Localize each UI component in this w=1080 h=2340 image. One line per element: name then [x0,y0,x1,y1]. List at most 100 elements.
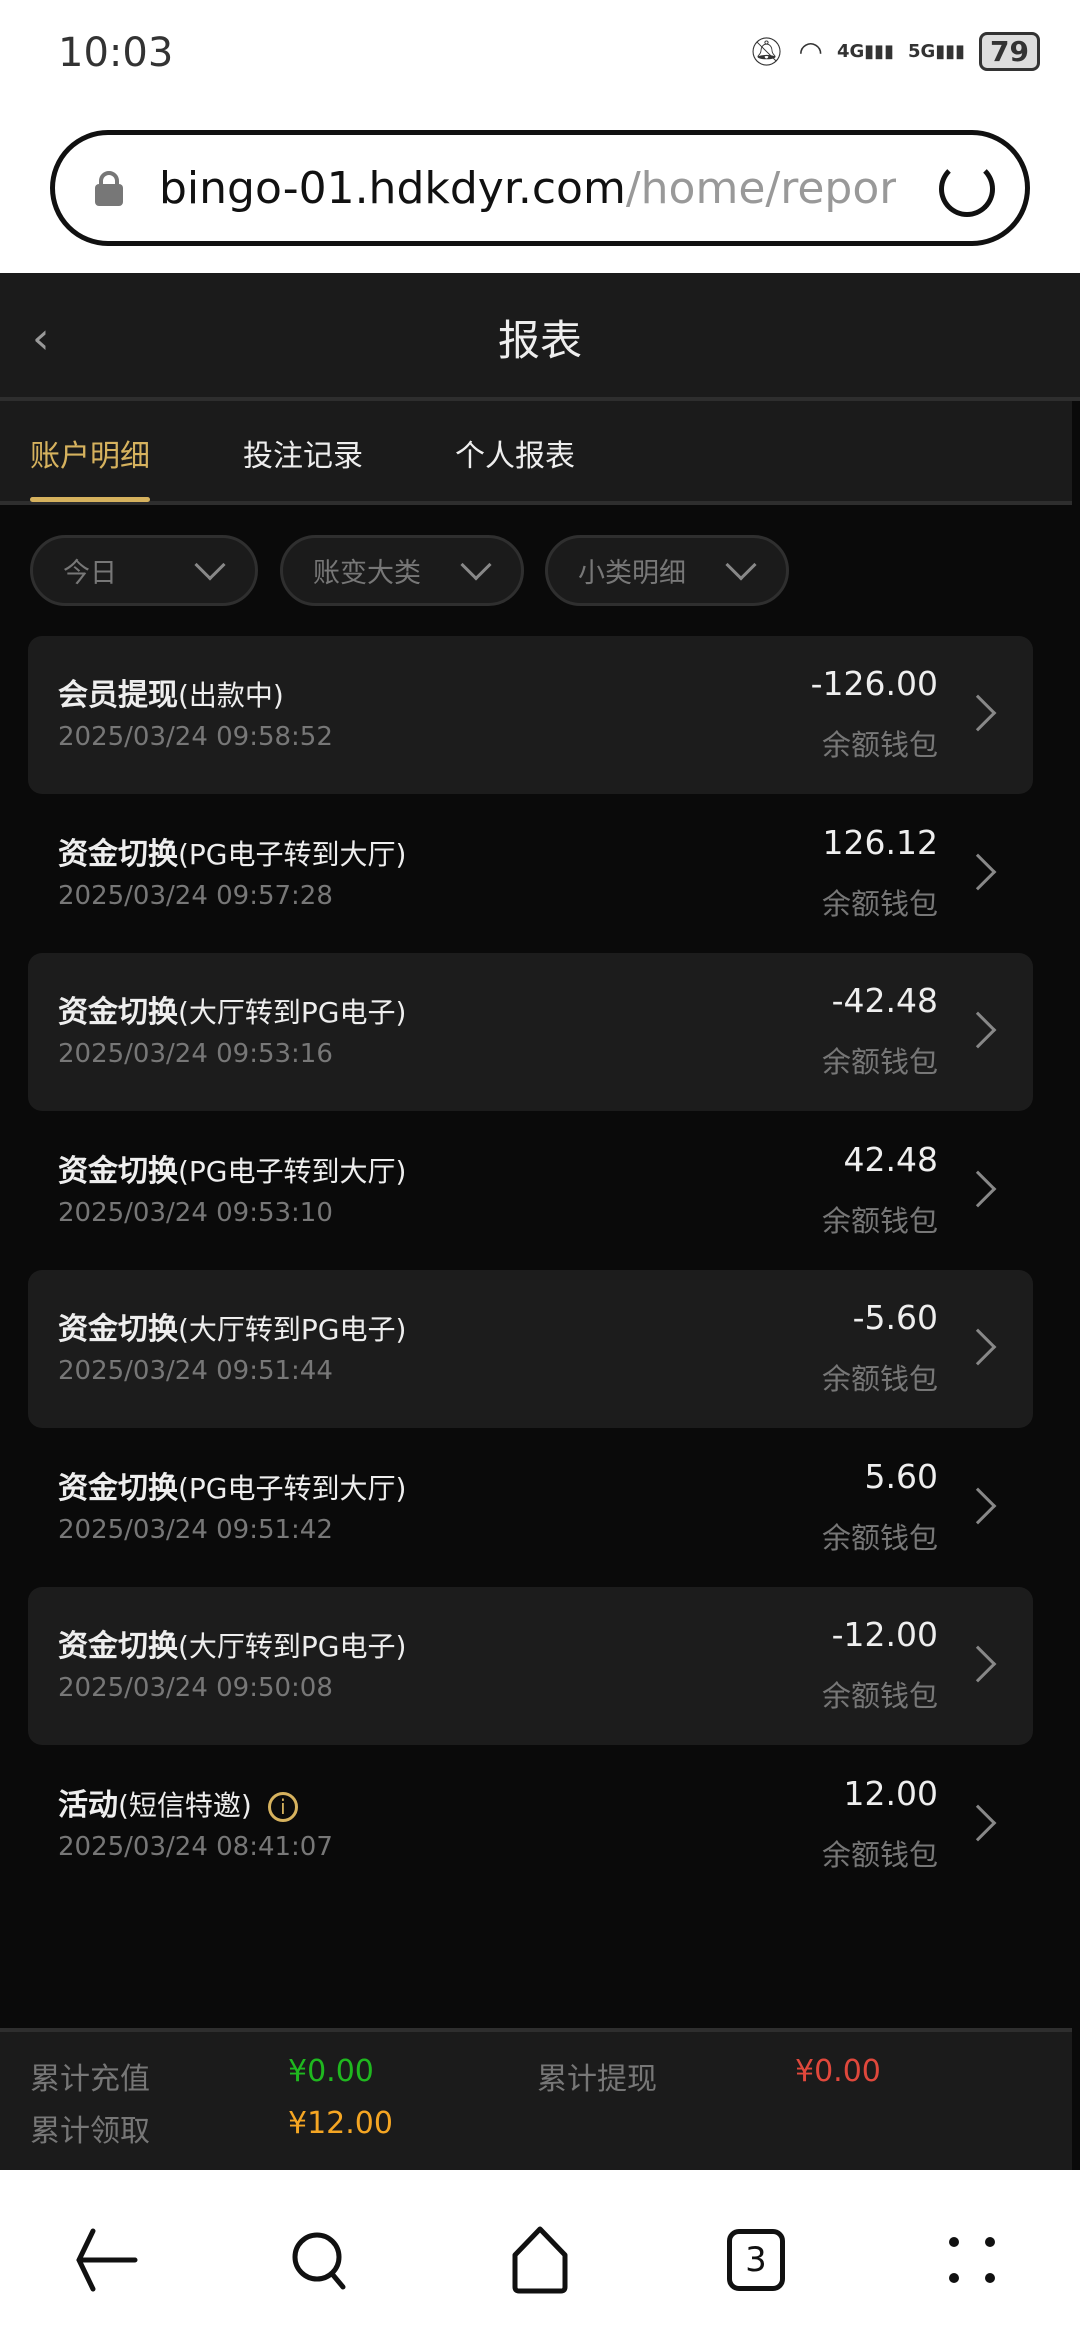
total-claim-label: 累计领取 [30,2114,150,2149]
chevron-down-icon [194,549,226,581]
record-row[interactable]: 资金切换(大厅转到PG电子) 2025/03/24 09:51:44 -5.60… [28,1270,1033,1428]
record-wallet: 余额钱包 [821,1520,938,1555]
total-withdraw-label: 累计提现 [537,2062,657,2097]
record-wallet: 余额钱包 [821,728,938,762]
summary-panel: 累计充值 ¥0.00 累计提现 ¥0.00 累计领取 ¥12.00 [0,2028,1072,2170]
filter-date[interactable]: 今日 [30,535,258,606]
info-icon[interactable]: i [267,1791,298,1822]
filter-subcategory-label: 小类明细 [578,558,686,589]
tab-bar: 账户明细 投注记录 个人报表 [0,401,1072,505]
record-row[interactable]: 资金切换(大厅转到PG电子) 2025/03/24 09:53:16 -42.4… [28,953,1033,1111]
chevron-right-icon [959,1487,997,1524]
tabs-button[interactable]: 3 [716,2220,796,2300]
url-path: /home/report [625,162,896,214]
bell-muted-icon: 🔕︎ [748,35,785,68]
record-detail: (出款中) [178,679,284,712]
back-arrow-icon[interactable] [68,2220,148,2300]
chevron-right-icon [959,1170,997,1207]
record-title: 资金切换(PG电子转到大厅) [58,829,406,873]
record-row[interactable]: 资金切换(大厅转到PG电子) 2025/03/24 09:50:08 -12.0… [28,1587,1033,1745]
record-title: 资金切换(大厅转到PG电子) [58,1621,406,1665]
clock: 10:03 [58,30,174,76]
chevron-right-icon [959,694,997,732]
filter-category-label: 账变大类 [313,558,421,589]
browser-nav-bar: 3 [0,2170,1080,2340]
record-row[interactable]: 会员提现(出款中) 2025/03/24 09:58:52 -126.00 余额… [28,636,1033,794]
record-amount: -5.60 [852,1298,938,1337]
reload-icon[interactable] [939,161,995,217]
record-wallet: 余额钱包 [821,1679,938,1713]
lock-icon [95,171,123,206]
record-wallet: 余额钱包 [821,1362,938,1396]
record-detail: (大厅转到PG电子) [178,1313,407,1346]
record-amount: -42.48 [831,981,938,1020]
record-detail: (PG电子转到大厅) [178,837,407,871]
record-title: 资金切换(大厅转到PG电子) [58,1304,406,1348]
filter-subcategory[interactable]: 小类明细 [545,535,789,606]
home-icon[interactable] [500,2220,580,2300]
total-deposit-label: 累计充值 [30,2062,150,2097]
record-type: 资金切换 [58,1629,178,1664]
record-wallet: 余额钱包 [821,1837,938,1872]
chevron-right-icon [959,1328,997,1366]
page-title: 报表 [497,316,582,365]
url-host: bingo-01.hdkdyr.com [159,162,626,214]
record-time: 2025/03/24 09:51:42 [58,1514,333,1545]
chevron-right-icon [959,1011,997,1049]
total-deposit-value: ¥0.00 [288,2054,374,2089]
tab-bet-records[interactable]: 投注记录 [243,439,363,474]
record-row[interactable]: 资金切换(PG电子转到大厅) 2025/03/24 09:53:10 42.48… [28,1112,1033,1270]
record-detail: (大厅转到PG电子) [178,1630,407,1663]
record-amount: -126.00 [810,664,938,703]
status-bar: 10:03 🔕︎ ◠ 4G▮▮▮ 5G▮▮▮ 79 bingo-01.hdkdy… [0,0,1080,273]
more-dots-icon[interactable] [932,2220,1012,2300]
record-time: 2025/03/24 08:41:07 [58,1831,333,1862]
record-amount: 42.48 [843,1139,938,1179]
record-type: 资金切换 [58,1470,178,1506]
record-time: 2025/03/24 09:53:10 [58,1197,333,1228]
filter-date-label: 今日 [63,558,117,589]
record-type: 资金切换 [58,836,178,872]
record-type: 资金切换 [58,1153,178,1189]
chevron-right-icon [959,1645,997,1683]
record-time: 2025/03/24 09:58:52 [58,722,333,752]
tab-personal-report[interactable]: 个人报表 [455,439,575,474]
chevron-down-icon [725,549,757,581]
record-row[interactable]: 活动(短信特邀) i 2025/03/24 08:41:07 12.00 余额钱包 [28,1746,1033,1904]
record-time: 2025/03/24 09:57:28 [58,880,333,911]
record-title: 资金切换(PG电子转到大厅) [58,1463,406,1507]
signal-5g-icon: 5G▮▮▮ [908,41,966,62]
record-time: 2025/03/24 09:53:16 [58,1039,333,1069]
status-icons: 🔕︎ ◠ 4G▮▮▮ 5G▮▮▮ 79 [749,32,1040,71]
signal-4g-icon: 4G▮▮▮ [836,41,894,62]
filter-category[interactable]: 账变大类 [280,535,524,606]
record-amount: 5.60 [864,1456,938,1496]
total-withdraw-value: ¥0.00 [795,2054,881,2089]
record-amount: 12.00 [843,1773,938,1813]
tab-count: 3 [727,2229,785,2291]
record-type: 资金切换 [58,995,178,1030]
total-claim-value: ¥12.00 [288,2106,393,2141]
back-chevron-icon[interactable]: ‹ [32,313,50,364]
wifi-icon: ◠ [798,35,823,68]
record-row[interactable]: 资金切换(PG电子转到大厅) 2025/03/24 09:51:42 5.60 … [28,1429,1033,1587]
record-title: 活动(短信特邀) i [58,1780,298,1824]
record-amount: 126.12 [822,822,938,862]
chevron-right-icon [959,1804,997,1841]
record-detail: (短信特邀) [118,1788,252,1822]
address-bar[interactable]: bingo-01.hdkdyr.com/home/report [50,130,1030,246]
record-type: 活动 [58,1787,118,1823]
record-title: 资金切换(大厅转到PG电子) [58,987,406,1031]
record-time: 2025/03/24 09:51:44 [58,1356,333,1386]
record-amount: -12.00 [831,1615,938,1654]
chevron-right-icon [959,853,997,890]
record-type: 资金切换 [58,1312,178,1347]
search-icon[interactable] [282,2220,362,2300]
record-wallet: 余额钱包 [821,886,938,921]
record-row[interactable]: 资金切换(PG电子转到大厅) 2025/03/24 09:57:28 126.1… [28,795,1033,953]
record-detail: (PG电子转到大厅) [178,1471,407,1505]
record-title: 资金切换(PG电子转到大厅) [58,1146,406,1190]
record-time: 2025/03/24 09:50:08 [58,1673,333,1703]
tab-account-details[interactable]: 账户明细 [30,431,150,502]
record-detail: (PG电子转到大厅) [178,1154,407,1188]
